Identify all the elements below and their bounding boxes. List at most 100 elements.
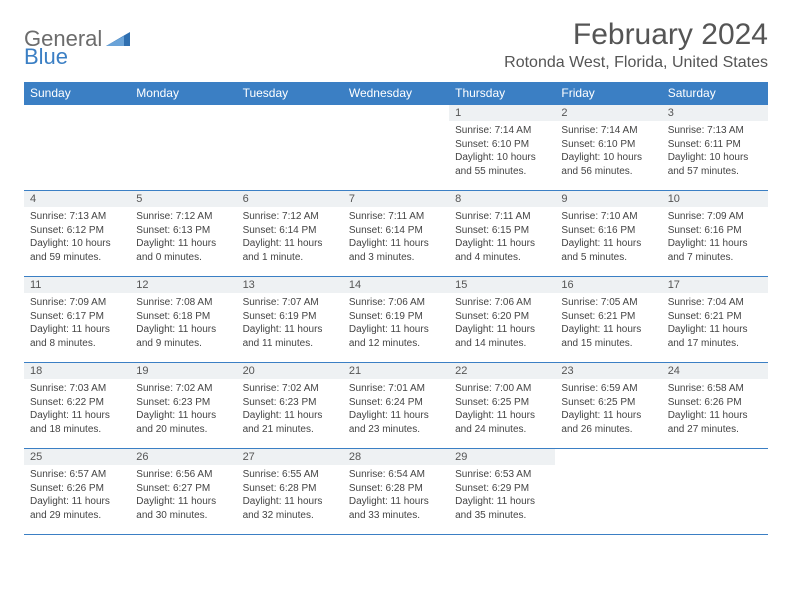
sunset-text: Sunset: 6:29 PM bbox=[455, 482, 549, 496]
day-details: Sunrise: 7:14 AMSunset: 6:10 PMDaylight:… bbox=[555, 121, 661, 182]
sunrise-text: Sunrise: 7:00 AM bbox=[455, 382, 549, 396]
daylight-text: Daylight: 11 hours and 18 minutes. bbox=[30, 409, 124, 436]
day-details: Sunrise: 7:12 AMSunset: 6:14 PMDaylight:… bbox=[237, 207, 343, 268]
sunset-text: Sunset: 6:28 PM bbox=[243, 482, 337, 496]
daylight-text: Daylight: 10 hours and 57 minutes. bbox=[668, 151, 762, 178]
daylight-text: Daylight: 11 hours and 26 minutes. bbox=[561, 409, 655, 436]
logo-triangle-icon bbox=[106, 28, 130, 51]
daylight-text: Daylight: 10 hours and 59 minutes. bbox=[30, 237, 124, 264]
sunrise-text: Sunrise: 7:07 AM bbox=[243, 296, 337, 310]
sunset-text: Sunset: 6:14 PM bbox=[243, 224, 337, 238]
daylight-text: Daylight: 11 hours and 33 minutes. bbox=[349, 495, 443, 522]
daylight-text: Daylight: 11 hours and 3 minutes. bbox=[349, 237, 443, 264]
day-number: 6 bbox=[237, 190, 343, 207]
day-number-bar bbox=[662, 448, 768, 465]
day-number: 18 bbox=[24, 362, 130, 379]
calendar-day-cell: 15Sunrise: 7:06 AMSunset: 6:20 PMDayligh… bbox=[449, 276, 555, 362]
sunrise-text: Sunrise: 7:05 AM bbox=[561, 296, 655, 310]
calendar-day-cell: 17Sunrise: 7:04 AMSunset: 6:21 PMDayligh… bbox=[662, 276, 768, 362]
day-number: 19 bbox=[130, 362, 236, 379]
calendar-day-cell: 19Sunrise: 7:02 AMSunset: 6:23 PMDayligh… bbox=[130, 362, 236, 448]
calendar-day-cell: 6Sunrise: 7:12 AMSunset: 6:14 PMDaylight… bbox=[237, 190, 343, 276]
sunrise-text: Sunrise: 7:01 AM bbox=[349, 382, 443, 396]
sunrise-text: Sunrise: 7:12 AM bbox=[136, 210, 230, 224]
sunrise-text: Sunrise: 7:10 AM bbox=[561, 210, 655, 224]
sunrise-text: Sunrise: 7:11 AM bbox=[349, 210, 443, 224]
day-details: Sunrise: 7:04 AMSunset: 6:21 PMDaylight:… bbox=[662, 293, 768, 354]
day-details: Sunrise: 7:14 AMSunset: 6:10 PMDaylight:… bbox=[449, 121, 555, 182]
calendar-week-row: 25Sunrise: 6:57 AMSunset: 6:26 PMDayligh… bbox=[24, 448, 768, 534]
day-details: Sunrise: 7:08 AMSunset: 6:18 PMDaylight:… bbox=[130, 293, 236, 354]
calendar-day-cell: 26Sunrise: 6:56 AMSunset: 6:27 PMDayligh… bbox=[130, 448, 236, 534]
sunset-text: Sunset: 6:25 PM bbox=[561, 396, 655, 410]
daylight-text: Daylight: 11 hours and 14 minutes. bbox=[455, 323, 549, 350]
sunrise-text: Sunrise: 7:09 AM bbox=[30, 296, 124, 310]
calendar-day-cell: 23Sunrise: 6:59 AMSunset: 6:25 PMDayligh… bbox=[555, 362, 661, 448]
daylight-text: Daylight: 10 hours and 56 minutes. bbox=[561, 151, 655, 178]
weekday-header: Monday bbox=[130, 82, 236, 104]
sunset-text: Sunset: 6:21 PM bbox=[668, 310, 762, 324]
daylight-text: Daylight: 11 hours and 29 minutes. bbox=[30, 495, 124, 522]
daylight-text: Daylight: 11 hours and 32 minutes. bbox=[243, 495, 337, 522]
sunset-text: Sunset: 6:20 PM bbox=[455, 310, 549, 324]
sunrise-text: Sunrise: 6:57 AM bbox=[30, 468, 124, 482]
day-number-bar bbox=[237, 104, 343, 121]
calendar-day-cell: 21Sunrise: 7:01 AMSunset: 6:24 PMDayligh… bbox=[343, 362, 449, 448]
day-details: Sunrise: 7:06 AMSunset: 6:19 PMDaylight:… bbox=[343, 293, 449, 354]
calendar-day-cell: 29Sunrise: 6:53 AMSunset: 6:29 PMDayligh… bbox=[449, 448, 555, 534]
daylight-text: Daylight: 11 hours and 8 minutes. bbox=[30, 323, 124, 350]
day-details: Sunrise: 6:57 AMSunset: 6:26 PMDaylight:… bbox=[24, 465, 130, 526]
day-number: 13 bbox=[237, 276, 343, 293]
day-number: 4 bbox=[24, 190, 130, 207]
calendar-day-cell bbox=[130, 104, 236, 190]
sunset-text: Sunset: 6:19 PM bbox=[243, 310, 337, 324]
day-number: 7 bbox=[343, 190, 449, 207]
day-details: Sunrise: 7:06 AMSunset: 6:20 PMDaylight:… bbox=[449, 293, 555, 354]
calendar-day-cell bbox=[555, 448, 661, 534]
sunrise-text: Sunrise: 7:02 AM bbox=[243, 382, 337, 396]
daylight-text: Daylight: 11 hours and 27 minutes. bbox=[668, 409, 762, 436]
day-number: 8 bbox=[449, 190, 555, 207]
day-details: Sunrise: 7:10 AMSunset: 6:16 PMDaylight:… bbox=[555, 207, 661, 268]
sunrise-text: Sunrise: 6:59 AM bbox=[561, 382, 655, 396]
calendar-day-cell: 8Sunrise: 7:11 AMSunset: 6:15 PMDaylight… bbox=[449, 190, 555, 276]
day-details: Sunrise: 6:55 AMSunset: 6:28 PMDaylight:… bbox=[237, 465, 343, 526]
daylight-text: Daylight: 11 hours and 21 minutes. bbox=[243, 409, 337, 436]
day-details: Sunrise: 7:13 AMSunset: 6:12 PMDaylight:… bbox=[24, 207, 130, 268]
sunrise-text: Sunrise: 7:02 AM bbox=[136, 382, 230, 396]
day-details: Sunrise: 6:53 AMSunset: 6:29 PMDaylight:… bbox=[449, 465, 555, 526]
calendar-day-cell bbox=[343, 104, 449, 190]
day-number: 11 bbox=[24, 276, 130, 293]
sunset-text: Sunset: 6:11 PM bbox=[668, 138, 762, 152]
sunset-text: Sunset: 6:12 PM bbox=[30, 224, 124, 238]
weekday-header: Saturday bbox=[662, 82, 768, 104]
daylight-text: Daylight: 11 hours and 1 minute. bbox=[243, 237, 337, 264]
sunrise-text: Sunrise: 6:54 AM bbox=[349, 468, 443, 482]
day-number: 26 bbox=[130, 448, 236, 465]
day-number: 16 bbox=[555, 276, 661, 293]
day-number-bar bbox=[24, 104, 130, 121]
day-details: Sunrise: 7:05 AMSunset: 6:21 PMDaylight:… bbox=[555, 293, 661, 354]
day-details: Sunrise: 6:58 AMSunset: 6:26 PMDaylight:… bbox=[662, 379, 768, 440]
sunrise-text: Sunrise: 7:13 AM bbox=[30, 210, 124, 224]
sunset-text: Sunset: 6:21 PM bbox=[561, 310, 655, 324]
sunset-text: Sunset: 6:27 PM bbox=[136, 482, 230, 496]
sunrise-text: Sunrise: 7:06 AM bbox=[455, 296, 549, 310]
calendar-day-cell: 10Sunrise: 7:09 AMSunset: 6:16 PMDayligh… bbox=[662, 190, 768, 276]
calendar-day-cell: 11Sunrise: 7:09 AMSunset: 6:17 PMDayligh… bbox=[24, 276, 130, 362]
day-details: Sunrise: 6:56 AMSunset: 6:27 PMDaylight:… bbox=[130, 465, 236, 526]
day-number: 20 bbox=[237, 362, 343, 379]
sunrise-text: Sunrise: 7:12 AM bbox=[243, 210, 337, 224]
sunrise-text: Sunrise: 7:08 AM bbox=[136, 296, 230, 310]
daylight-text: Daylight: 11 hours and 15 minutes. bbox=[561, 323, 655, 350]
day-number: 5 bbox=[130, 190, 236, 207]
day-number: 9 bbox=[555, 190, 661, 207]
daylight-text: Daylight: 11 hours and 20 minutes. bbox=[136, 409, 230, 436]
calendar-day-cell: 20Sunrise: 7:02 AMSunset: 6:23 PMDayligh… bbox=[237, 362, 343, 448]
day-details: Sunrise: 6:54 AMSunset: 6:28 PMDaylight:… bbox=[343, 465, 449, 526]
footer-rule bbox=[24, 534, 768, 535]
sunset-text: Sunset: 6:16 PM bbox=[668, 224, 762, 238]
calendar-week-row: 4Sunrise: 7:13 AMSunset: 6:12 PMDaylight… bbox=[24, 190, 768, 276]
calendar-table: SundayMondayTuesdayWednesdayThursdayFrid… bbox=[24, 82, 768, 534]
calendar-body: 1Sunrise: 7:14 AMSunset: 6:10 PMDaylight… bbox=[24, 104, 768, 534]
